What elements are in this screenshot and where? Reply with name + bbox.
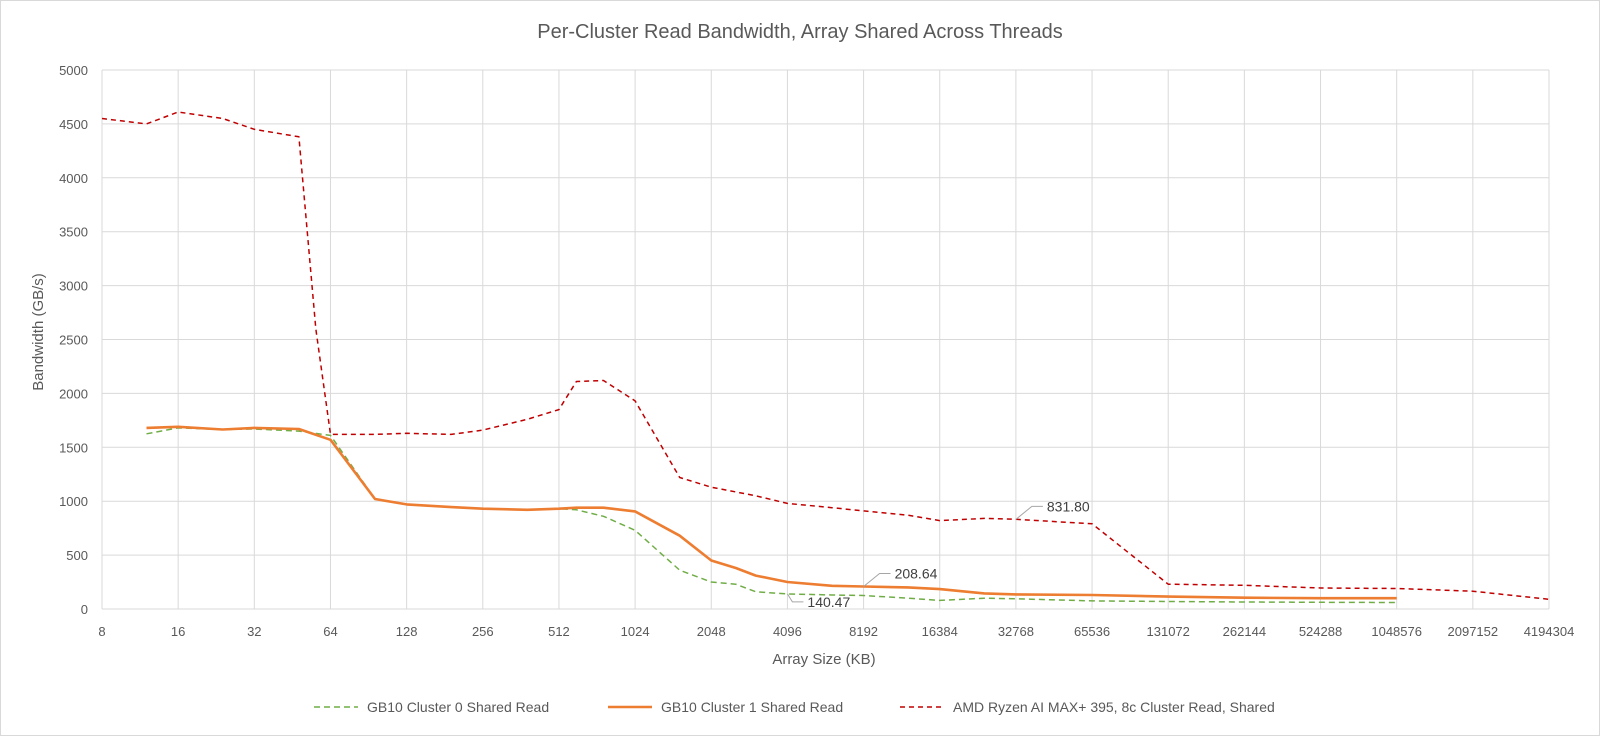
- x-tick-label: 32: [247, 624, 261, 639]
- data-label-leader: [863, 573, 891, 587]
- x-tick-label: 131072: [1147, 624, 1190, 639]
- x-tick-label: 524288: [1299, 624, 1342, 639]
- x-tick-label: 4096: [773, 624, 802, 639]
- x-axis-title: Array Size (KB): [772, 651, 875, 668]
- legend-item-gb10-cluster-0[interactable]: GB10 Cluster 0 Shared Read: [314, 699, 549, 715]
- data-label: 208.64: [895, 566, 938, 582]
- x-tick-label: 512: [548, 624, 570, 639]
- x-tick-label: 128: [396, 624, 418, 639]
- gridlines: [101, 69, 1550, 610]
- x-tick-label: 32768: [998, 624, 1034, 639]
- y-tick-label: 3500: [59, 225, 88, 240]
- y-tick-label: 500: [66, 548, 88, 563]
- series-line-gb10-cluster-0: [146, 427, 1397, 604]
- x-tick-label: 8: [98, 624, 105, 639]
- x-tick-label: 65536: [1074, 624, 1110, 639]
- chart-title: Per-Cluster Read Bandwidth, Array Shared…: [537, 21, 1062, 43]
- data-label: 140.47: [807, 594, 850, 610]
- x-tick-label: 1024: [621, 624, 650, 639]
- y-tick-label: 2000: [59, 386, 88, 401]
- series-lines: [101, 111, 1550, 604]
- x-tick-label: 4194304: [1524, 624, 1575, 639]
- x-tick-label: 16: [171, 624, 185, 639]
- data-label-leader: [1015, 505, 1043, 520]
- y-tick-label: 2500: [59, 333, 88, 348]
- legend-item-gb10-cluster-1[interactable]: GB10 Cluster 1 Shared Read: [608, 699, 843, 715]
- x-tick-label: 64: [323, 624, 337, 639]
- y-axis-title: Bandwidth (GB/s): [30, 273, 47, 391]
- legend: GB10 Cluster 0 Shared Read GB10 Cluster …: [314, 699, 1275, 715]
- y-tick-label: 0: [81, 602, 88, 617]
- x-axis-tick-labels: 8 16 32 64 128 256 512 1024 2048 4096 8192 16384 327…: [98, 624, 1574, 639]
- legend-label-amd-ryzen: AMD Ryzen AI MAX+ 395, 8c Cluster Read, …: [953, 699, 1275, 715]
- data-label: 831.80: [1047, 498, 1090, 514]
- y-tick-label: 5000: [59, 63, 88, 78]
- legend-label-gb10-cluster-1: GB10 Cluster 1 Shared Read: [661, 699, 843, 715]
- x-tick-label: 8192: [849, 624, 878, 639]
- y-tick-label: 1500: [59, 440, 88, 455]
- y-tick-label: 1000: [59, 494, 88, 509]
- x-tick-label: 2048: [697, 624, 726, 639]
- x-tick-label: 262144: [1223, 624, 1266, 639]
- x-tick-label: 256: [472, 624, 494, 639]
- x-tick-label: 1048576: [1371, 624, 1422, 639]
- y-tick-label: 3000: [59, 279, 88, 294]
- legend-label-gb10-cluster-0: GB10 Cluster 0 Shared Read: [367, 699, 549, 715]
- series-line-amd-ryzen: [101, 111, 1550, 601]
- series-line-gb10-cluster-1: [146, 425, 1397, 600]
- x-tick-label: 2097152: [1448, 624, 1499, 639]
- y-tick-label: 4500: [59, 117, 88, 132]
- y-axis-tick-labels: 0 500 1000 1500 2000 2500 3000 3500 4000 4500 5000: [59, 63, 88, 617]
- x-tick-label: 16384: [922, 624, 958, 639]
- y-tick-label: 4000: [59, 171, 88, 186]
- data-label-callouts: 831.80 208.64 140.47: [786, 498, 1090, 610]
- legend-item-amd-ryzen[interactable]: AMD Ryzen AI MAX+ 395, 8c Cluster Read, …: [900, 699, 1275, 715]
- data-label-leader: [786, 593, 804, 603]
